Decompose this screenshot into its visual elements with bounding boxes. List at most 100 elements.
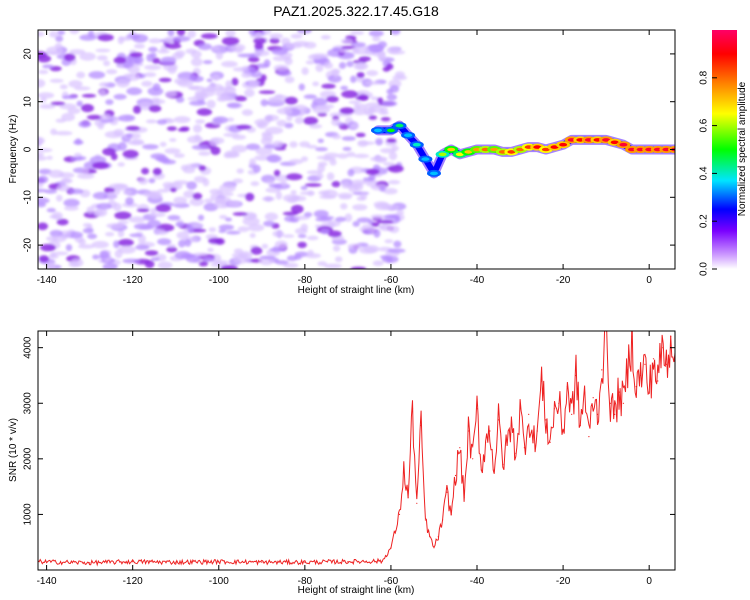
noise-speckle	[332, 69, 340, 78]
noise-speckle	[117, 162, 125, 167]
noise-speckle	[38, 152, 45, 157]
noise-speckle	[331, 180, 341, 188]
y-tick-label: 4000	[23, 336, 34, 359]
noise-speckle	[388, 151, 398, 161]
signal-track-point	[412, 142, 421, 147]
noise-speckle	[128, 216, 146, 223]
noise-speckle	[366, 70, 379, 77]
noise-speckle	[38, 137, 43, 146]
noise-speckle	[157, 261, 173, 269]
noise-speckle	[187, 135, 203, 144]
noise-speckle	[56, 218, 69, 226]
noise-speckle	[211, 74, 220, 81]
noise-speckle	[294, 116, 304, 124]
noise-speckle	[122, 258, 140, 264]
x-tick-label: -40	[470, 275, 485, 286]
snr-point	[446, 491, 448, 493]
noise-speckle	[38, 79, 46, 88]
y-tick-label: 3000	[23, 392, 34, 415]
snr-point	[467, 430, 469, 432]
noise-speckle	[187, 96, 204, 101]
noise-speckle	[95, 48, 111, 53]
noise-speckle	[93, 210, 104, 216]
noise-speckle	[236, 168, 244, 174]
noise-speckle	[312, 106, 331, 114]
snr-y-axis: 1000 2000 3000 4000	[23, 336, 675, 526]
noise-speckle	[193, 124, 202, 133]
noise-speckle	[324, 152, 339, 158]
noise-speckle	[316, 173, 324, 180]
noise-speckle	[92, 191, 110, 200]
noise-speckle	[269, 33, 283, 39]
noise-speckle	[275, 260, 289, 265]
noise-speckle	[321, 83, 336, 89]
noise-speckle	[355, 132, 366, 138]
noise-speckle	[297, 241, 307, 249]
noise-speckle	[67, 107, 81, 115]
noise-speckle	[214, 199, 231, 209]
x-tick-label: -80	[298, 275, 313, 286]
noise-speckle	[348, 100, 362, 104]
noise-speckle	[284, 57, 293, 66]
noise-speckle	[189, 197, 205, 207]
noise-speckle	[99, 82, 109, 87]
y-tick-label: 0	[23, 146, 34, 152]
snr-point	[175, 561, 177, 563]
noise-speckle	[291, 195, 307, 202]
noise-speckle	[272, 140, 284, 147]
noise-speckle	[68, 188, 84, 195]
noise-speckle	[232, 67, 249, 72]
noise-speckle	[320, 216, 335, 220]
noise-speckle	[167, 244, 176, 248]
noise-speckle	[38, 175, 49, 184]
noise-speckle	[231, 77, 239, 86]
snr-point	[584, 391, 586, 393]
noise-speckle	[387, 248, 406, 253]
noise-speckle	[86, 114, 103, 120]
noise-speckle	[275, 191, 283, 200]
noise-speckle	[97, 34, 114, 42]
snr-point	[459, 447, 461, 449]
noise-speckle	[176, 30, 186, 36]
snr-point	[407, 497, 409, 499]
signal-track-point	[455, 152, 464, 157]
snr-point	[635, 386, 637, 388]
noise-speckle	[248, 80, 260, 87]
snr-point	[476, 408, 478, 410]
noise-speckle	[198, 43, 212, 51]
noise-speckle	[301, 156, 308, 162]
noise-speckle	[82, 223, 92, 228]
y-tick-label: 10	[23, 96, 34, 108]
noise-speckle	[45, 51, 62, 55]
snr-point	[541, 380, 543, 382]
x-tick-label: -20	[556, 275, 571, 286]
noise-speckle	[249, 233, 256, 238]
noise-speckle	[148, 46, 158, 53]
colorbar-label: Normalized spectral amplitude	[737, 81, 748, 216]
spectrogram-noise-field	[38, 30, 408, 269]
snr-point	[454, 474, 457, 477]
noise-speckle	[254, 155, 270, 161]
noise-speckle	[68, 80, 83, 88]
snr-point	[657, 380, 659, 382]
noise-speckle	[195, 92, 208, 97]
noise-speckle	[187, 225, 194, 234]
noise-speckle	[237, 226, 250, 233]
noise-speckle	[189, 75, 204, 83]
noise-speckle	[150, 153, 166, 160]
spectrogram-signal-track	[371, 120, 675, 179]
noise-speckle	[98, 89, 107, 97]
spectrogram-x-axis: -140 -120 -100 -80 -60 -40 -20 0	[37, 30, 652, 286]
signal-track-point	[516, 147, 525, 152]
noise-speckle	[250, 246, 263, 255]
noise-speckle	[247, 56, 260, 63]
noise-speckle	[352, 204, 368, 211]
noise-speckle	[313, 210, 329, 218]
noise-speckle	[75, 138, 82, 145]
noise-speckle	[49, 78, 64, 83]
noise-speckle	[315, 147, 328, 152]
y-tick-label: 1000	[23, 503, 34, 526]
noise-speckle	[77, 173, 95, 179]
noise-speckle	[113, 56, 127, 64]
